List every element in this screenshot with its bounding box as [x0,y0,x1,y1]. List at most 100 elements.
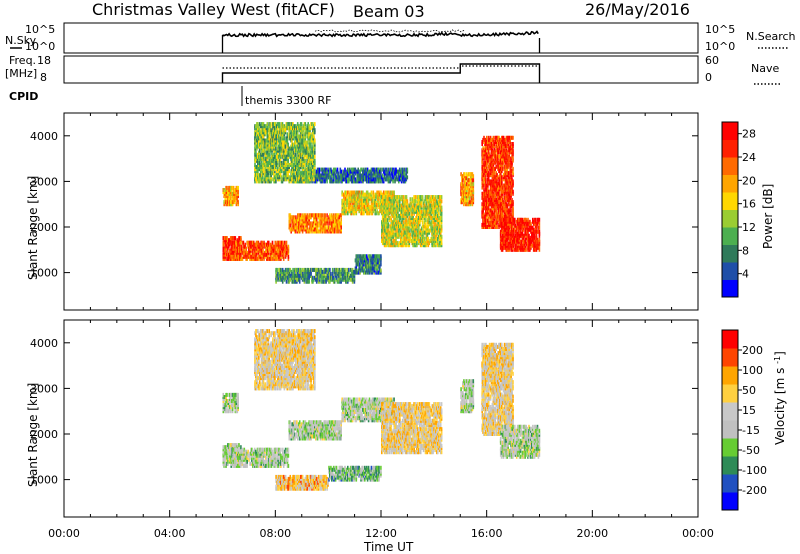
power-cell [362,169,364,174]
power-cell [419,199,421,204]
power-cell [437,209,439,214]
power-cell [381,203,384,208]
power-cell [374,198,376,203]
power-cell [240,236,242,241]
power-cell [366,205,369,210]
power-cell [424,222,427,227]
power-cell [228,202,230,207]
power-cell [435,218,437,223]
power-cell [363,192,365,197]
power-cell [353,192,356,197]
power-cell [421,241,424,246]
power-cell [245,246,247,251]
power-cell [350,205,353,210]
power-cell [335,229,338,234]
power-cell [415,195,417,200]
power-cell [432,207,434,212]
power-cell [423,203,426,208]
power-cell [387,209,390,214]
power-cell [428,220,431,225]
power-cell [425,207,428,212]
power-cell [383,213,386,218]
power-cell [331,267,334,272]
power-cell [402,203,405,208]
power-cell [227,254,229,259]
power-cell [321,279,324,284]
power-cell [366,209,369,214]
power-cell [400,230,403,235]
power-cell [359,205,361,210]
power-cell [372,266,375,271]
power-cell [427,243,430,248]
power-cell [348,205,350,210]
power-cell [420,243,423,248]
power-cell [366,256,369,261]
power-cell [226,236,228,241]
power-cell [411,241,413,246]
power-cell [384,207,387,212]
power-cell [326,169,328,174]
power-cell [368,258,371,263]
power-cell [404,224,407,229]
power-cell [393,199,395,204]
power-cell [261,256,263,261]
power-cell [431,243,433,248]
power-cell [348,275,351,280]
power-cell [429,213,431,218]
power-cell [405,211,408,216]
power-cell [328,275,330,280]
power-cell [234,254,236,259]
power-cell [410,228,412,233]
power-cell [340,177,342,182]
power-cell [371,173,374,178]
power-cell [374,203,376,207]
power-cell [350,211,353,216]
power-cell [378,270,380,275]
power-cell [349,209,352,214]
power-cell [407,226,410,231]
power-cell [404,213,407,218]
power-cell [439,218,442,223]
power-cell [385,201,388,206]
power-cell [377,194,379,199]
power-cell [425,241,428,246]
power-cell [439,228,442,233]
power-cell [227,238,229,243]
power-cell [439,226,442,231]
power-cell [295,229,297,234]
power-cell [298,221,301,226]
power-cell [347,267,349,272]
power-cell [414,243,416,248]
power-cell [407,209,410,214]
power-cell [367,209,370,214]
power-cell [428,222,431,227]
power-cell [430,236,432,241]
power-cell [408,243,411,248]
power-cell [255,150,257,155]
power-cell [426,197,429,202]
power-cell [240,244,243,249]
power-cell [365,177,368,182]
power-cell [426,205,429,210]
power-cell [324,225,326,230]
power-cell [436,199,438,204]
power-cell [292,267,294,272]
power-cell [416,241,418,246]
power-cell [278,240,280,245]
power-cell [345,192,347,197]
power-cell [383,234,386,239]
power-cell [403,211,406,216]
power-cell [223,252,225,257]
power-cell [434,218,436,223]
power-cell [370,190,373,195]
power-cell [341,267,343,272]
power-cell [376,190,378,195]
power-cell [271,246,274,251]
power-cell [398,234,400,239]
power-cell [373,177,376,182]
power-cell [382,201,385,206]
power-cell [319,177,322,182]
power-cell [332,227,335,232]
power-cell [382,218,385,223]
power-cell [364,270,366,275]
